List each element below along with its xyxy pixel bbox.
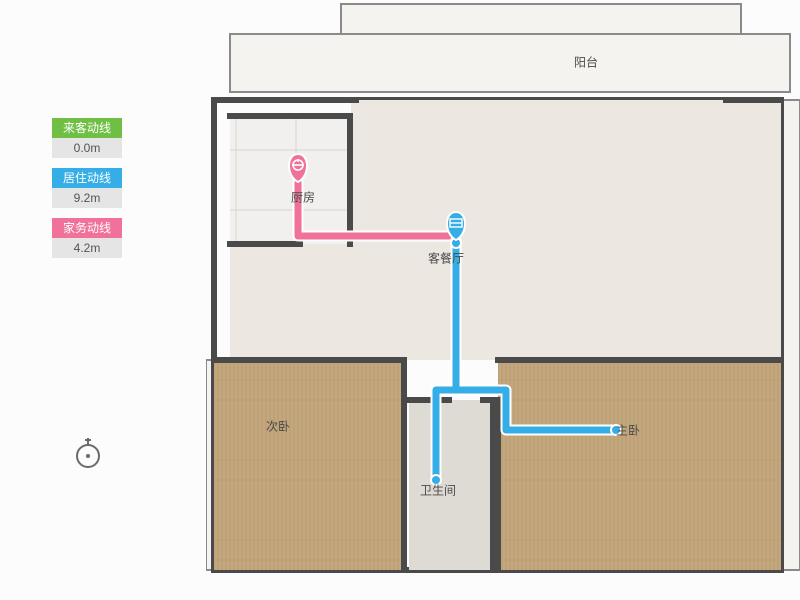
room-label-sec-bed: 次卧 <box>266 418 290 435</box>
floor-plan: 阳台 厨房 客餐厅 次卧 卫生间 主卧 <box>206 0 800 600</box>
legend-label-guest: 来客动线 <box>52 118 122 138</box>
room-label-balcony: 阳台 <box>574 54 598 71</box>
legend-label-living: 居住动线 <box>52 168 122 188</box>
legend-value-guest: 0.0m <box>52 138 122 158</box>
legend-item-guest: 来客动线 0.0m <box>52 118 122 158</box>
room-label-bath: 卫生间 <box>420 482 456 499</box>
legend: 来客动线 0.0m 居住动线 9.2m 家务动线 4.2m <box>52 118 122 268</box>
room-label-living: 客餐厅 <box>428 250 464 267</box>
room-label-kitchen: 厨房 <box>291 189 315 206</box>
legend-item-living: 居住动线 9.2m <box>52 168 122 208</box>
legend-item-house: 家务动线 4.2m <box>52 218 122 258</box>
legend-value-living: 9.2m <box>52 188 122 208</box>
legend-label-house: 家务动线 <box>52 218 122 238</box>
legend-value-house: 4.2m <box>52 238 122 258</box>
room-label-main-bed: 主卧 <box>616 422 640 439</box>
compass-icon <box>72 438 104 470</box>
